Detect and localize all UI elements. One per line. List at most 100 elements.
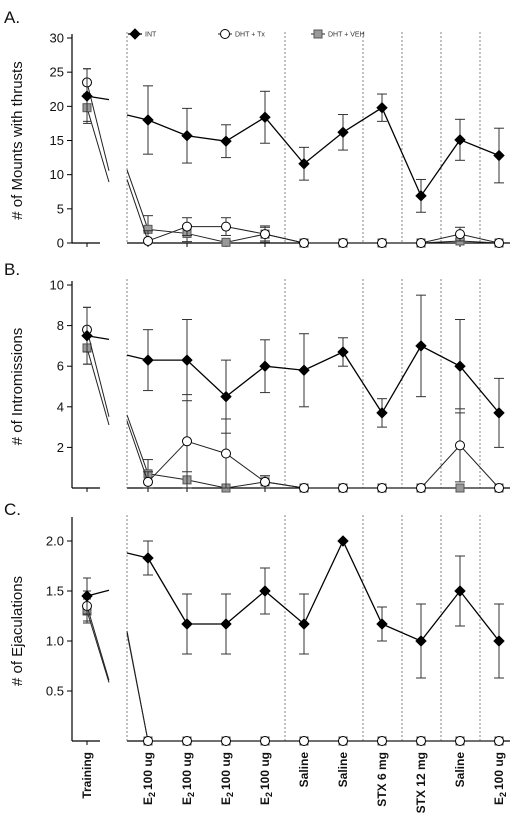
y-tick-label: 10	[50, 167, 64, 182]
legend-marker	[220, 29, 230, 39]
data-point	[259, 360, 271, 372]
legend-entry: DHT + Tx	[235, 32, 265, 39]
legend-entry: DHT + VEH	[328, 32, 365, 39]
data-point	[182, 436, 192, 447]
data-point	[415, 635, 427, 647]
data-point	[454, 360, 466, 372]
data-point	[298, 618, 310, 630]
training-point	[81, 330, 93, 342]
data-point	[493, 635, 505, 647]
data-point	[494, 736, 504, 746]
data-point	[455, 736, 465, 746]
x-tick-label-prefix: STX 6 mg	[375, 752, 389, 807]
panel-letter: C.	[4, 500, 21, 519]
data-point	[142, 114, 154, 126]
x-tick-label-prefix: Saline	[336, 752, 350, 788]
x-tick-label: E2 100 ug	[180, 752, 196, 805]
y-tick-label: 8	[57, 318, 64, 333]
data-point	[260, 229, 270, 240]
series-line	[147, 106, 500, 198]
x-tick-label-prefix: Saline	[297, 752, 311, 788]
data-point	[299, 483, 309, 493]
data-point	[455, 483, 465, 493]
data-point	[494, 483, 504, 493]
data-point	[376, 101, 388, 114]
y-tick-label: 2	[57, 440, 64, 455]
x-tick-label: E2 100 ug	[219, 752, 235, 805]
data-point	[337, 126, 349, 139]
x-tick-label-prefix: E	[141, 797, 155, 805]
data-point	[338, 483, 348, 493]
legend-marker	[313, 29, 323, 39]
data-point	[338, 736, 348, 746]
data-point	[220, 618, 232, 630]
data-point	[377, 736, 387, 746]
x-tick-label: Training	[80, 752, 94, 799]
training-point	[81, 590, 93, 602]
training-trend-line	[86, 610, 110, 683]
training-trend-line	[86, 347, 110, 426]
series-line	[147, 440, 500, 489]
data-point	[260, 476, 270, 487]
data-point	[493, 149, 505, 162]
series-line	[147, 226, 500, 244]
data-point	[338, 238, 348, 248]
entry-line	[126, 414, 149, 474]
x-tick-label-prefix: E	[180, 797, 194, 805]
legend: INT DHT + Tx DHT + VEH	[128, 28, 365, 40]
data-point	[259, 111, 271, 123]
y-tick-label: 30	[50, 31, 64, 46]
x-tick-label-subscript: 2	[498, 792, 508, 797]
x-tick-label-prefix: E	[258, 797, 272, 805]
x-tick-label: E2 100 ug	[141, 752, 157, 805]
series-dht-veh	[82, 598, 504, 746]
x-tick-label-prefix: E	[492, 797, 506, 805]
x-tick-label: Saline	[297, 752, 311, 788]
x-tick-label-dose: 100 ug	[141, 752, 155, 790]
data-point	[416, 238, 426, 248]
panel-c: C. # of Ejaculations 0.5 1.0 1.5 2.0	[4, 500, 510, 746]
training-trend-line	[86, 107, 110, 183]
x-tick-label-prefix: Saline	[453, 752, 467, 788]
y-tick-label: 10	[50, 278, 64, 293]
data-point	[298, 158, 310, 170]
series-int	[81, 68, 505, 213]
data-point	[337, 346, 349, 358]
panel-letter: A.	[4, 8, 20, 27]
data-point	[220, 390, 232, 403]
x-tick-label-prefix: STX 12 mg	[414, 752, 428, 813]
y-tick-label: 1.5	[46, 584, 64, 599]
data-point	[416, 736, 426, 746]
y-tick-label: 4	[57, 399, 64, 414]
x-tick-label-subscript: 2	[225, 792, 235, 797]
training-trend-line	[86, 329, 110, 417]
data-point	[454, 585, 466, 597]
data-point	[181, 354, 193, 366]
x-tick-label: Saline	[453, 752, 467, 788]
series-dht-tx	[82, 590, 504, 746]
data-point	[221, 448, 231, 459]
data-point	[377, 483, 387, 493]
data-point	[299, 736, 309, 746]
data-point	[455, 229, 465, 240]
data-point	[221, 221, 231, 232]
series-int	[81, 535, 505, 679]
y-axis-label: # of Mounts with thrusts	[9, 61, 26, 219]
y-tick-label: 6	[57, 359, 64, 374]
series-line	[148, 345, 500, 415]
data-point	[220, 135, 232, 147]
data-point	[455, 440, 465, 451]
x-tick-label: Saline	[336, 752, 350, 788]
y-tick-label: 25	[50, 65, 64, 80]
entry-line	[126, 420, 149, 483]
y-tick-label: 0	[57, 236, 64, 251]
data-point	[494, 238, 504, 248]
x-tick-label-dose: 100 ug	[219, 752, 233, 790]
data-point	[260, 736, 270, 746]
x-tick-label: STX 12 mg	[414, 752, 428, 813]
panel-b: B. # of Intromissions 2 4 6 8 10	[4, 260, 510, 493]
y-axis-label: # of Ejaculations	[9, 576, 26, 686]
data-point	[142, 354, 154, 366]
x-tick-label-dose: 100 ug	[180, 752, 194, 790]
